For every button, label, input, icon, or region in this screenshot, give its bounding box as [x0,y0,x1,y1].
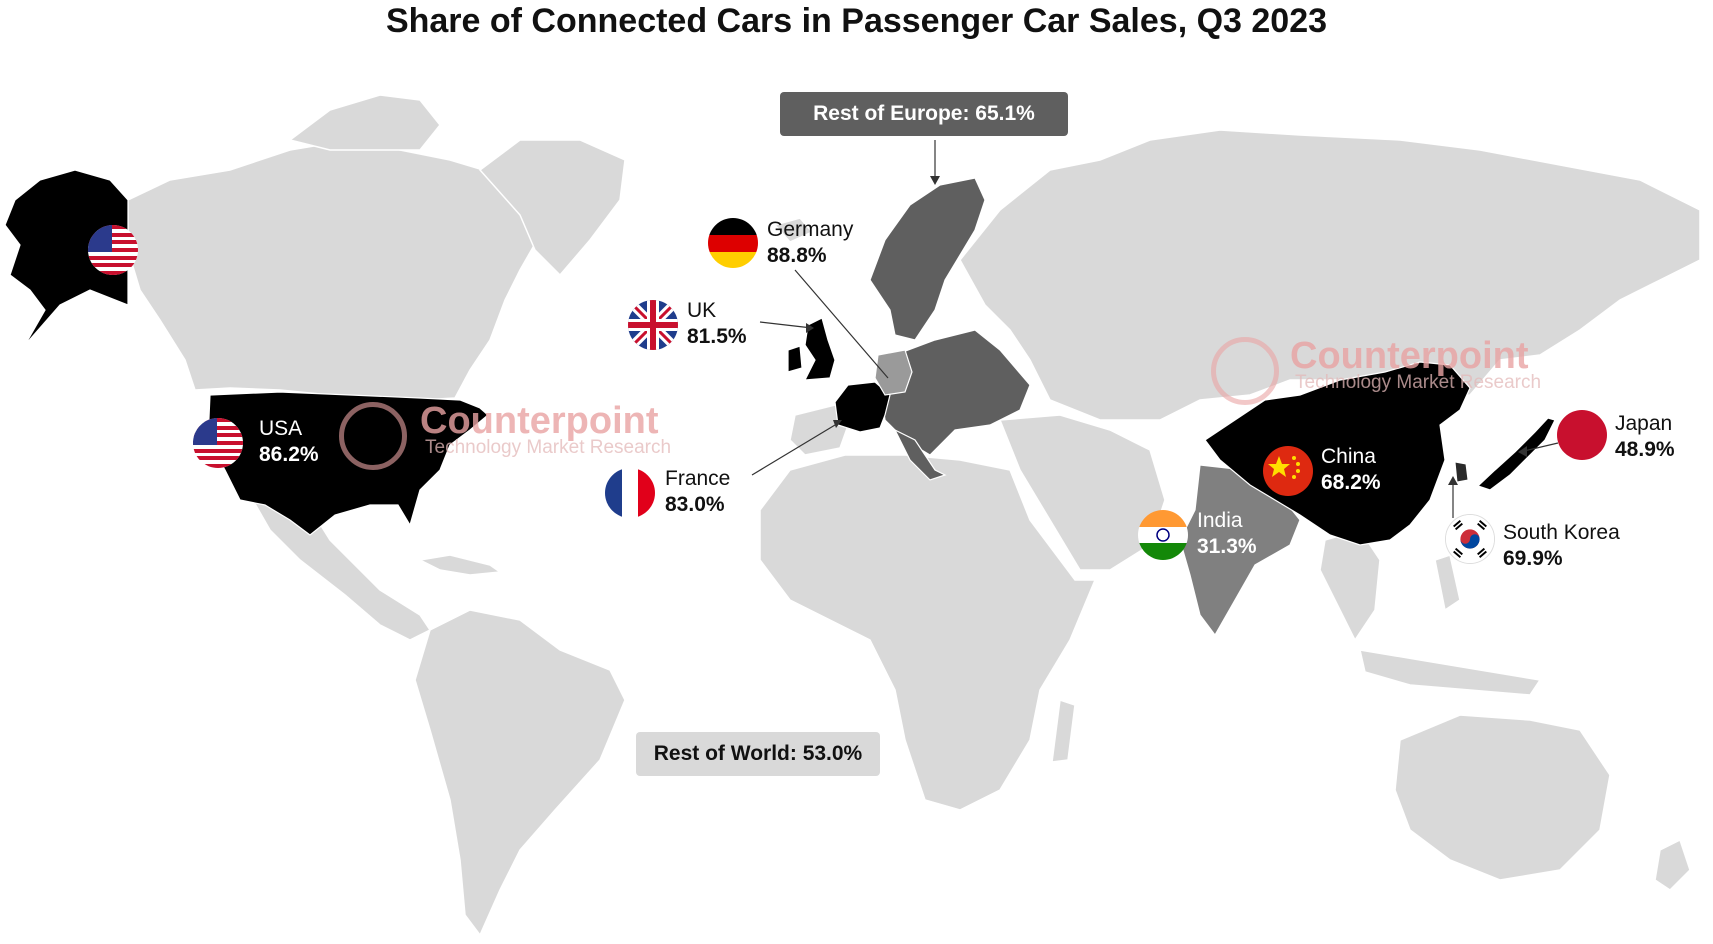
arrowhead-rest-of-europe [930,176,940,185]
land-southeast-asia [1319,529,1381,642]
market-value: 86.2% [259,443,319,466]
leader-line-germany [794,269,889,379]
land-uk [803,317,836,381]
market-value: 88.8% [767,244,827,267]
land-ireland [787,345,803,373]
land-indonesia [1359,649,1542,696]
land-caribbean [417,554,503,576]
land-south-korea [1454,461,1469,483]
land-philippines [1434,554,1461,612]
land-iceland [773,217,814,243]
land-australia [1394,714,1611,881]
land-arctic-islands [288,94,441,151]
map-title: Share of Connected Cars in Passenger Car… [385,2,1328,40]
us-flag-icon [88,225,138,275]
south-korea-flag-icon [1445,514,1495,564]
market-label-south-korea: South Korea 69.9% [1503,520,1620,572]
market-value: 31.3% [1197,535,1257,558]
land-russia-central-asia [959,129,1701,421]
land-alaska [4,169,129,346]
market-name: China [1321,445,1376,468]
germany-flag-icon [708,218,758,268]
arrowhead-uk [806,323,814,333]
japan-flag-icon [1557,410,1607,460]
land-new-zealand [1654,838,1691,891]
land-germany [874,349,913,396]
market-name: South Korea [1503,521,1620,544]
market-name: Germany [767,218,854,241]
france-flag-icon [605,468,655,518]
land-eastern-europe [879,329,1031,456]
market-name: USA [259,417,303,440]
rest-of-europe-label: Rest of Europe: 65.1% [780,92,1068,136]
land-scandinavia [869,177,986,341]
arrowhead-south-korea [1448,476,1458,485]
leader-line-france [751,421,841,476]
land-japan [1476,417,1556,491]
leader-line-uk [759,321,813,329]
land-africa [759,454,1097,811]
market-value: 69.9% [1503,547,1563,570]
market-label-japan: Japan 48.9% [1615,411,1675,463]
region-highlighted-markets [4,169,1556,546]
land-canada [127,139,541,401]
market-label-china: China 68.2% [1321,444,1381,496]
market-label-india: India 31.3% [1197,508,1257,560]
market-value: 48.9% [1615,438,1675,461]
market-label-uk: UK 81.5% [687,298,747,350]
market-name: UK [687,299,717,322]
region-rest-of-europe [869,177,1031,481]
land-south-america [414,609,626,937]
land-usa [207,391,489,536]
market-name: India [1197,509,1243,532]
china-flag-icon [1263,446,1313,496]
leader-arrowheads [806,176,1527,485]
market-value: 68.2% [1321,471,1381,494]
india-flag-icon [1138,510,1188,560]
market-label-usa: USA 86.2% [259,416,319,468]
market-name: France [665,467,731,490]
land-mexico-central-america [248,494,432,641]
us-flag-icon [193,418,243,468]
market-label-france: France 83.0% [665,466,730,518]
uk-flag-icon [628,300,678,350]
arrowhead-france [833,420,842,428]
land-italy [893,428,947,481]
arrowhead-japan [1518,446,1527,457]
land-default [127,94,1701,937]
land-greenland [478,139,626,277]
land-china [1204,361,1471,546]
market-label-germany: Germany 88.8% [767,217,853,269]
market-value: 81.5% [687,325,747,348]
market-name: Japan [1615,412,1673,435]
land-madagascar [1051,699,1076,763]
market-value: 83.0% [665,493,725,516]
rest-of-world-label: Rest of World: 53.0% [636,732,880,776]
